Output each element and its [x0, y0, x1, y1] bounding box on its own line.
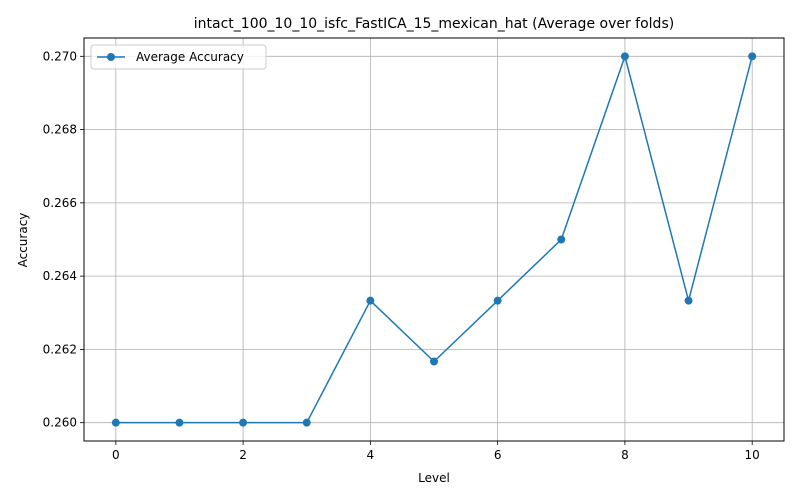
- data-point: [430, 357, 438, 366]
- x-tick-label: 4: [367, 448, 375, 462]
- data-point: [748, 52, 757, 61]
- data-point: [684, 296, 693, 305]
- series-layer: [111, 52, 757, 427]
- legend-series-label: Average Accuracy: [136, 50, 244, 64]
- data-point: [620, 52, 629, 61]
- data-point: [302, 418, 311, 427]
- y-tick-label: 0.264: [43, 269, 77, 283]
- axis-ticks: 0 2 4 6 8 10 0.260 0.262 0.264 0.266 0.268 0.270: [43, 49, 760, 462]
- y-tick-label: 0.270: [43, 49, 77, 63]
- x-tick-label: 6: [494, 448, 502, 462]
- x-tick-label: 2: [239, 448, 247, 462]
- data-point: [493, 296, 502, 305]
- plot-frame: [83, 37, 785, 442]
- y-tick-label: 0.262: [43, 342, 77, 356]
- x-axis-label: Level: [418, 471, 450, 485]
- legend: Average Accuracy: [90, 44, 267, 70]
- y-axis-label: Accuracy: [16, 213, 30, 268]
- data-point: [111, 418, 120, 427]
- y-tick-label: 0.268: [43, 123, 77, 137]
- y-tick-label: 0.266: [43, 196, 77, 210]
- series-line: [115, 55, 753, 424]
- data-point: [557, 235, 566, 244]
- legend-box: [90, 44, 267, 70]
- data-point: [366, 296, 375, 305]
- legend-series-marker: [107, 53, 115, 61]
- y-tick-label: 0.260: [43, 416, 77, 430]
- grid-lines: [84, 38, 784, 441]
- data-point: [239, 418, 248, 427]
- data-point: [175, 418, 184, 427]
- chart-title: intact_100_10_10_isfc_FastICA_15_mexican…: [194, 16, 674, 32]
- x-tick-label: 8: [621, 448, 629, 462]
- x-tick-label: 0: [112, 448, 120, 462]
- x-tick-label: 10: [745, 448, 760, 462]
